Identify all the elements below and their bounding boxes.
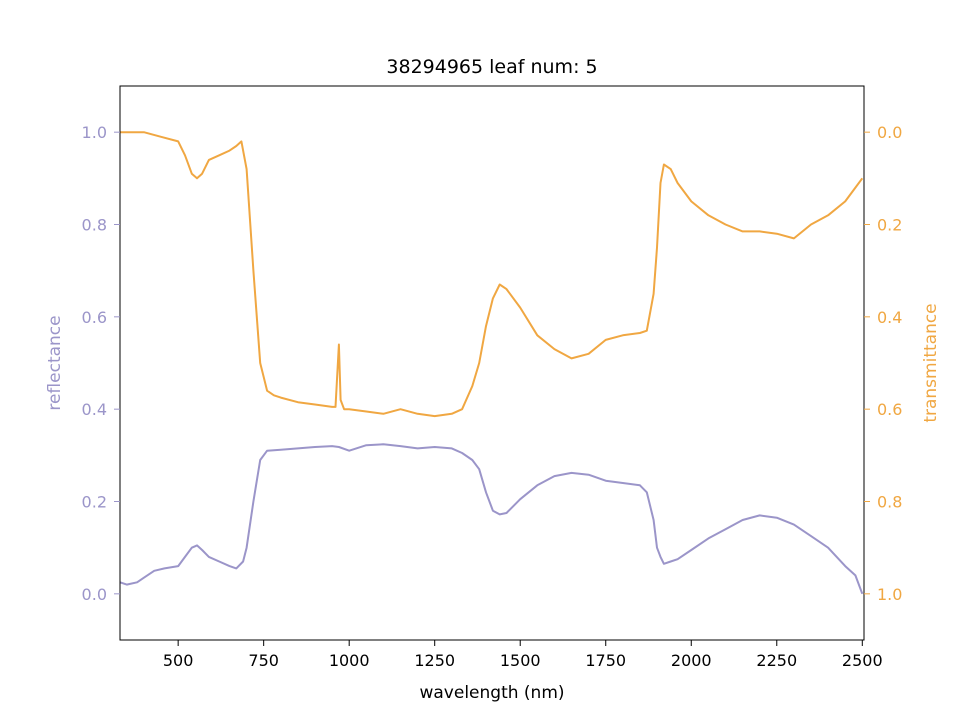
x-axis-label: wavelength (nm) <box>419 683 564 703</box>
right-y-tick-label: 0.6 <box>877 400 902 419</box>
left-y-tick-label: 0.2 <box>82 493 107 512</box>
x-tick-label: 2250 <box>756 651 797 670</box>
left-y-tick-label: 0.4 <box>82 400 107 419</box>
x-tick-label: 750 <box>248 651 279 670</box>
right-y-tick-label: 0.2 <box>877 216 902 235</box>
plot-frame <box>119 85 865 641</box>
x-tick-label: 1250 <box>414 651 455 670</box>
right-y-tick-label: 0.4 <box>877 308 902 327</box>
x-tick-label: 2000 <box>671 651 712 670</box>
x-tick-label: 1500 <box>500 651 541 670</box>
chart-title: 38294965 leaf num: 5 <box>386 56 597 78</box>
left-y-tick-label: 0.0 <box>82 585 107 604</box>
right-y-tick-label: 0.8 <box>877 493 902 512</box>
left-y-tick-label: 1.0 <box>82 123 107 142</box>
right-y-axis-label: transmittance <box>921 303 941 422</box>
left-y-tick-label: 0.6 <box>82 308 107 327</box>
x-tick-label: 500 <box>163 651 194 670</box>
right-y-tick-label: 0.0 <box>877 123 902 142</box>
series-layer <box>119 131 864 595</box>
x-axis: 500 750 1000 1250 1500 1750 2000 2250 2500 <box>163 640 883 670</box>
transmittance-series-line <box>120 131 864 418</box>
x-tick-label: 1750 <box>585 651 626 670</box>
reflectance-series-line <box>119 443 864 595</box>
left-y-axis: 0.0 0.2 0.4 0.6 0.8 1.0 <box>82 123 120 604</box>
plot-background <box>120 86 864 640</box>
right-y-axis: 0.0 0.2 0.4 0.6 0.8 1.0 <box>864 123 902 604</box>
x-tick-label: 1000 <box>329 651 370 670</box>
left-y-axis-label: reflectance <box>45 315 65 410</box>
left-y-tick-label: 0.8 <box>82 216 107 235</box>
right-y-tick-label: 1.0 <box>877 585 902 604</box>
x-tick-label: 2500 <box>842 651 883 670</box>
